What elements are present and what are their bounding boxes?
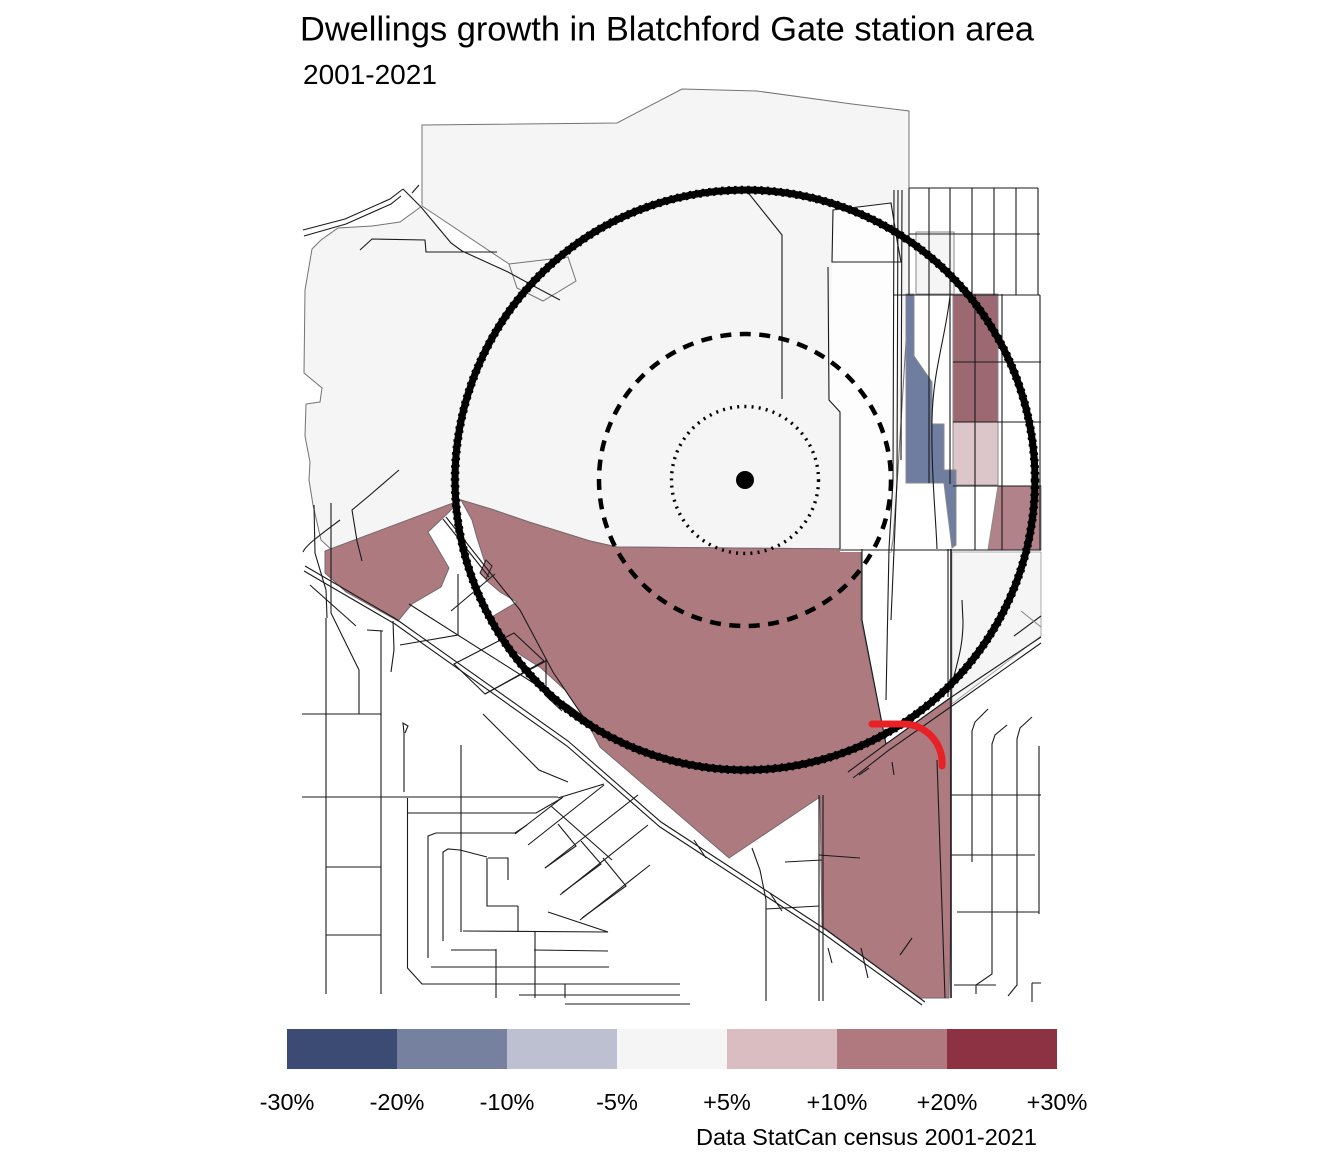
svg-text:-5%: -5% bbox=[596, 1089, 638, 1115]
svg-text:+30%: +30% bbox=[1027, 1089, 1088, 1115]
svg-text:+5%: +5% bbox=[703, 1089, 751, 1115]
svg-text:-10%: -10% bbox=[480, 1089, 535, 1115]
svg-text:Data StatCan census 2001-2021: Data StatCan census 2001-2021 bbox=[696, 1124, 1037, 1150]
svg-text:+10%: +10% bbox=[807, 1089, 868, 1115]
svg-text:-20%: -20% bbox=[370, 1089, 425, 1115]
svg-text:-30%: -30% bbox=[260, 1089, 315, 1115]
svg-text:Dwellings growth in Blatchford: Dwellings growth in Blatchford Gate stat… bbox=[300, 11, 1035, 49]
svg-text:+20%: +20% bbox=[917, 1089, 978, 1115]
svg-text:2001-2021: 2001-2021 bbox=[303, 59, 437, 90]
